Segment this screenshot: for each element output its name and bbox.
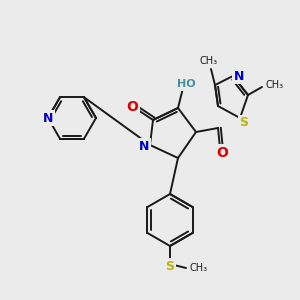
- Text: O: O: [216, 146, 228, 160]
- Text: N: N: [139, 140, 149, 152]
- Text: CH₃: CH₃: [189, 263, 207, 273]
- Text: HO: HO: [177, 79, 195, 89]
- Text: CH₃: CH₃: [200, 56, 218, 66]
- Text: N: N: [43, 112, 53, 124]
- Text: S: S: [166, 260, 175, 272]
- Text: O: O: [126, 100, 138, 114]
- Text: CH₃: CH₃: [265, 80, 283, 90]
- Text: N: N: [234, 70, 244, 83]
- Text: S: S: [239, 116, 248, 130]
